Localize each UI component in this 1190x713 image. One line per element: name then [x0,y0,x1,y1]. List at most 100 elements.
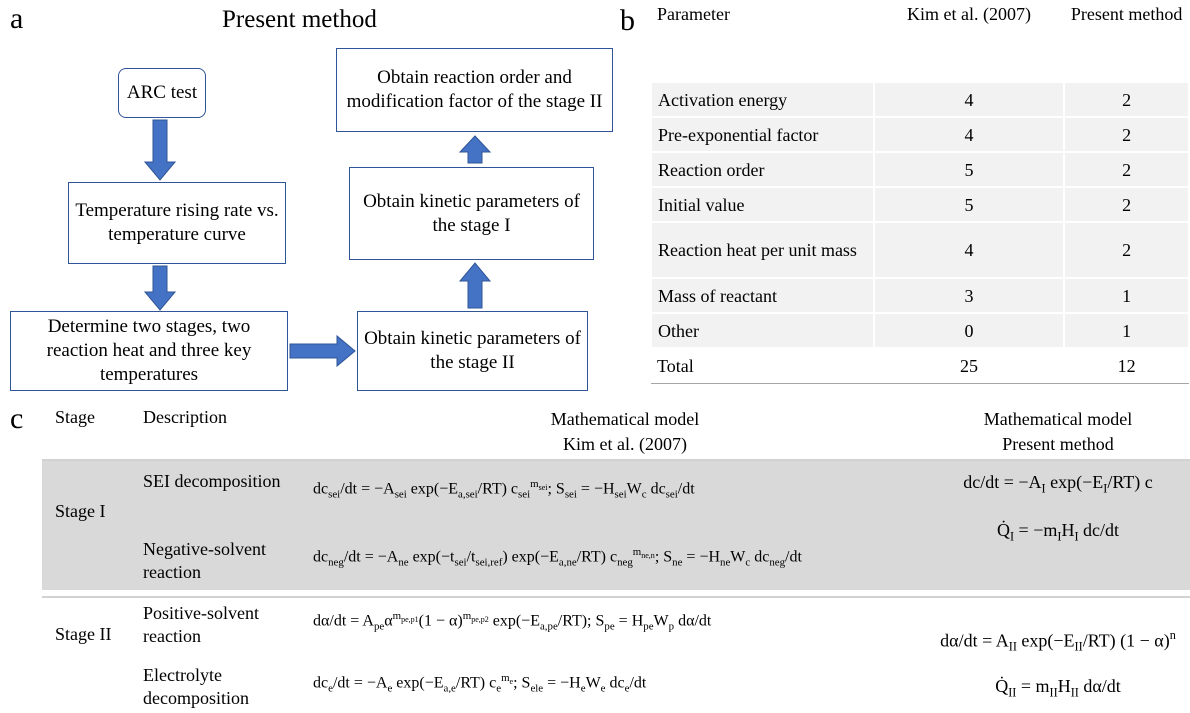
table-row: Reaction heat per unit mass 4 2 [650,221,1190,279]
equation-part: dα/dt = A [313,612,374,630]
equation-sub: ele [530,682,544,695]
equation-part: W [585,674,601,692]
table-cell: 5 [872,151,1066,188]
equation: dce/dt = −Ae exp(−Ea,e/RT) ceme; Sele = … [313,672,646,694]
equation-part: /RT) c [576,548,618,566]
column-header: Mathematical model Present method [908,407,1190,457]
header-line: Kim et al. (2007) [563,434,687,454]
equation-sub: I [1074,529,1079,544]
header-row: Parameter Kim et al. (2007) Present method [651,0,1189,82]
table-row: Reaction order 5 2 [650,151,1190,188]
arrow-up [458,135,492,164]
equation-sup: n [1169,628,1176,642]
flow-node: Obtain kinetic parameters of the stage I [349,167,594,260]
equation-supsub: e [509,676,514,686]
parameter-table: Parameter Kim et al. (2007) Present method… [650,0,1190,384]
equation-sub: II [1070,685,1079,700]
equation-part: /RT) c [1107,472,1153,492]
table-cell: Total [657,355,694,376]
equation-sub: sei [564,488,577,501]
table-row: Mass of reactant 3 1 [650,277,1190,314]
arrow-down [143,265,177,311]
panel-title: Present method [222,6,377,33]
equation-part: /dt = −A [343,548,399,566]
equation-sub: e [496,682,502,695]
equation-sub: sei [614,488,627,501]
equation-supsub: ne,n [641,550,655,560]
panel-label: c [10,402,24,435]
equation-sub: p [668,620,675,633]
equation-sub: a,sei [458,488,478,501]
equation-part: = −H [682,548,721,566]
equation-sub: II [1074,639,1083,654]
equation-part: α [384,612,393,630]
equation: dcsei/dt = −Asei exp(−Ea,sei/RT) cseimse… [313,478,695,500]
equation-sub: sei [328,488,341,501]
flow-node: Temperature rising rate vs. temperature … [68,182,286,264]
table-row: Pre-exponential factor 4 2 [650,116,1190,153]
equation-supsub: pe,p1 [401,614,419,624]
equation-sub: neg [617,556,633,569]
table-cell: Mass of reactant [650,277,875,314]
equation-sub: pe [643,620,654,633]
panel-label: b [620,4,635,37]
equation-part: dc/dt [1078,520,1120,540]
equation-part: dc [313,548,329,566]
equation-sup: m [462,610,472,622]
description: Negative-solvent reaction [143,539,266,582]
equation-part: dc [605,674,625,692]
equation-part: /t [466,548,476,566]
equation-part: H [1061,520,1075,540]
panel-label: a [10,2,24,35]
equation-part: (1 − α) [418,612,463,630]
equation-sub: c [745,556,751,569]
table-cell: 2 [1063,81,1190,118]
stage-i-band [42,461,1190,590]
equation-sub: sei [394,488,407,501]
equation-part: dc [313,674,329,692]
equation-sub: e [387,682,393,695]
equation-part: exp(−E [1016,630,1075,651]
equation-sub: a,pe [539,620,558,633]
equation-part: H [1057,676,1071,696]
equation-sub: I [1103,481,1108,496]
table-row: Initial value 5 2 [650,186,1190,223]
equation-sub: ne [672,556,683,569]
equation-part: W [626,480,642,498]
equation-part: ; S [513,674,531,692]
description: Positive-solvent reaction [143,603,259,646]
equation-part: /RT) (1 − α) [1082,630,1170,651]
table-cell: Reaction order [650,151,875,188]
equation-part: /RT) c [477,480,519,498]
equation-sub: a,ne [558,556,577,569]
equation-part: Q̇ [995,676,1009,696]
arrow-down [143,119,177,181]
table-cell: 4 [872,221,1066,279]
description: Electrolyte decomposition [143,665,249,708]
equation-part: dc [313,480,329,498]
equation-sub: sei,ref [475,556,503,569]
equation-sub: c [641,488,647,501]
equation-part: /dt [677,480,695,498]
header-line: Mathematical model [983,409,1133,429]
equation-part: exp(−E [392,674,444,692]
equation-sub: a,e [443,682,456,695]
equation-part: = H [614,612,644,630]
flow-node: Obtain kinetic parameters of the stage I… [357,311,588,391]
equation-part: dc [646,480,666,498]
equation-sub: ne [720,556,731,569]
table-cell: Reaction heat per unit mass [650,221,875,279]
table-cell: 4 [872,81,1066,118]
equation-part: W [653,612,669,630]
equation-sub: ne [398,556,409,569]
equation-sub: e [328,682,333,695]
arrow-up [458,262,492,309]
equation-sub: e [580,682,586,695]
flow-node: Obtain reaction order and modification f… [336,48,613,132]
table-cell: 2 [1063,151,1190,188]
equation: dcneg/dt = −Ane exp(−tsei/tsei,ref) exp(… [313,546,802,568]
equation-part: W [730,548,746,566]
table-cell: 5 [872,186,1066,223]
